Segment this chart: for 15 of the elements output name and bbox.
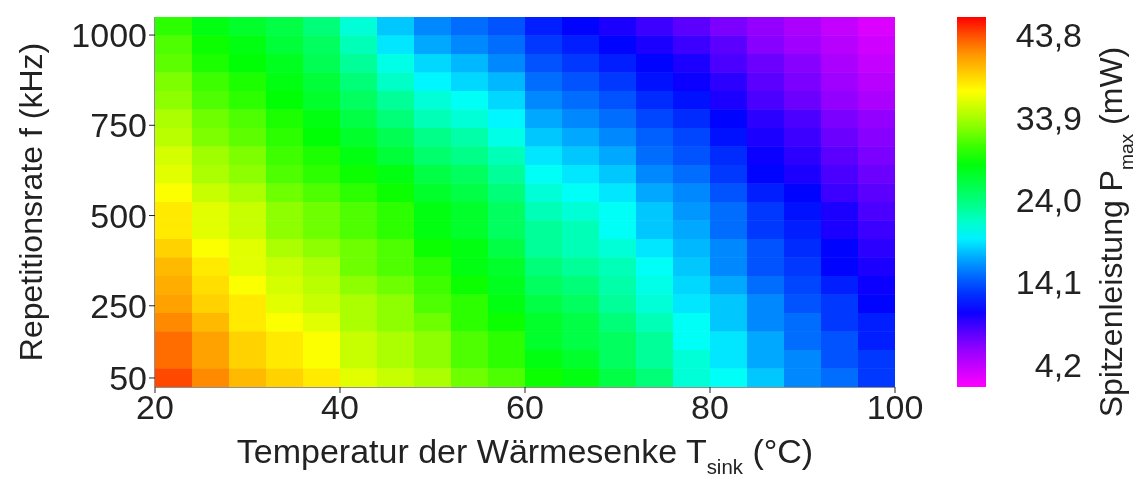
y-tick-label: 750 <box>90 106 147 145</box>
x-tick-label: 80 <box>691 388 729 427</box>
color-bar-label: 4,2 <box>1034 345 1082 384</box>
y-tick-label: 1000 <box>71 16 147 55</box>
y-axis-title: Repetitionsrate f (kHz) <box>13 42 49 362</box>
x-axis-title: Temperatur der Wärmesenke T$_{sink}$ (°C) <box>236 432 814 478</box>
color-bar-label: 24,0 <box>1015 180 1082 219</box>
x-tick-label: 100 <box>866 388 924 427</box>
x-tick-label: 40 <box>321 388 359 427</box>
y-tick-label: 500 <box>90 196 147 235</box>
color-bar-label: 33,9 <box>1015 98 1082 137</box>
color-bar-label: 14,1 <box>1015 263 1082 302</box>
y-tick-label: 250 <box>90 286 147 325</box>
x-tick-label: 60 <box>506 388 544 427</box>
color-bar-label: 43,8 <box>1015 16 1082 55</box>
